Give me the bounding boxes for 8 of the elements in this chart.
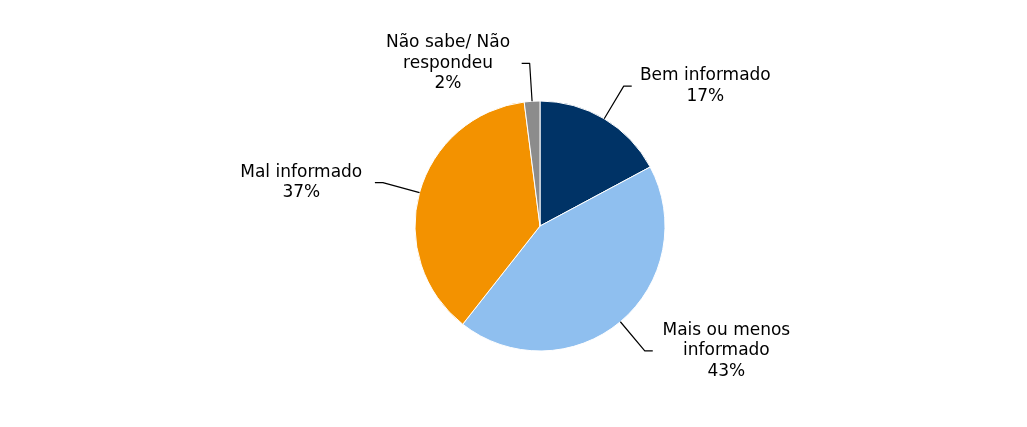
data-label: 17% [686,84,725,105]
slice-label: Mais ou menos informado [662,318,791,360]
slice-label: Bem informado [639,64,771,85]
slice-label: Não sabe/ Não respondeu [385,31,511,72]
data-label: 2% [434,71,462,92]
data-label: 43% [707,359,746,380]
data-label: 37% [282,181,321,202]
slice-label: Mal informado [240,160,363,181]
